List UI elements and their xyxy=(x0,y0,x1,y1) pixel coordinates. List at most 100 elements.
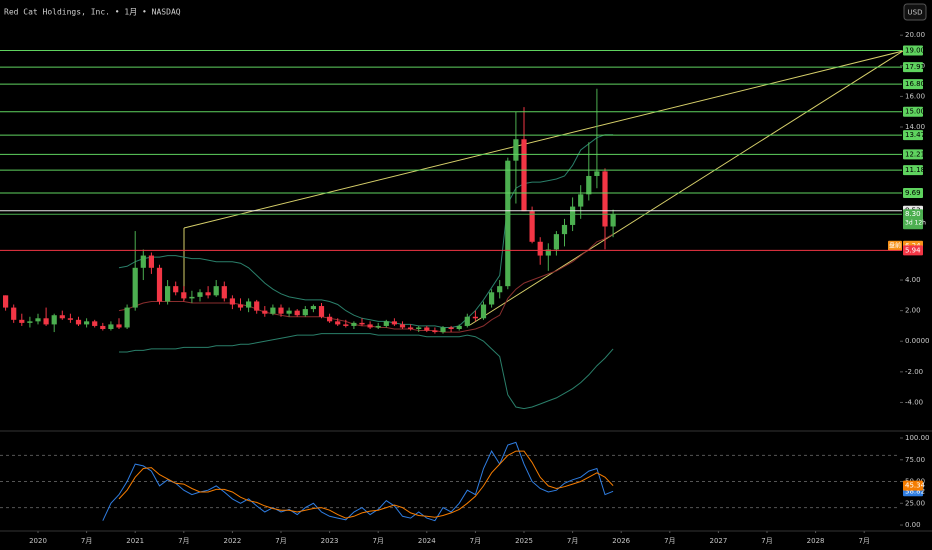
candle-body xyxy=(262,310,268,314)
x-tick-label: 2023 xyxy=(321,537,339,545)
x-tick-label: 2020 xyxy=(29,537,47,545)
candle-body xyxy=(229,298,235,305)
y-tick-label: 16.00 xyxy=(905,92,925,100)
price-level-label: 13.47 xyxy=(905,131,925,139)
indicator-line xyxy=(119,333,614,410)
indicator-line xyxy=(118,134,614,328)
last-value-box xyxy=(903,480,923,491)
x-tick-label: 2022 xyxy=(223,537,241,545)
candle-body xyxy=(432,330,438,333)
price-level-box xyxy=(903,149,923,160)
y-tick-label: -2.00 xyxy=(905,368,923,376)
candle-body xyxy=(189,296,195,299)
candle-body xyxy=(51,315,57,325)
y-tick-label: 75.00 xyxy=(905,456,925,464)
x-tick-label: 7月 xyxy=(567,537,578,545)
candle-body xyxy=(59,315,65,319)
y-tick-label: 25.00 xyxy=(905,499,925,507)
session-tag-label: 盘前 xyxy=(889,241,901,249)
candle-body xyxy=(586,175,592,195)
price-level-label: 16.80 xyxy=(905,80,925,88)
candle-body xyxy=(480,304,487,319)
candle-body xyxy=(302,309,308,316)
last-value-label: 45.34 xyxy=(905,482,926,490)
x-tick-label: 7月 xyxy=(81,537,92,545)
price-level-label: 19.00 xyxy=(905,46,925,54)
currency-button[interactable] xyxy=(903,3,927,21)
candle-body xyxy=(367,324,373,328)
x-tick-label: 7月 xyxy=(470,537,481,545)
price-level-label: 15.00 xyxy=(905,108,925,116)
candle-body xyxy=(472,316,478,319)
candle-body xyxy=(270,307,276,314)
candle-body xyxy=(213,286,219,296)
countdown-label: 3d 12h xyxy=(905,220,926,227)
candle-body xyxy=(237,304,244,308)
candle-body xyxy=(132,267,138,308)
candle-body xyxy=(602,171,608,227)
last-value-label: 38.82 xyxy=(905,487,925,495)
x-tick-label: 7月 xyxy=(275,537,286,545)
price-level-box xyxy=(903,245,923,256)
candle-body xyxy=(351,322,357,326)
y-tick-label: 20.00 xyxy=(905,31,925,39)
x-tick-label: 7月 xyxy=(664,537,675,545)
candle-body xyxy=(545,249,551,256)
currency-label[interactable]: USD xyxy=(908,9,923,17)
x-tick-label: 7月 xyxy=(178,537,189,545)
candle-body xyxy=(100,325,106,330)
y-tick-label: 14.00 xyxy=(905,123,925,131)
price-level-box xyxy=(903,209,923,230)
candle-body xyxy=(594,171,600,176)
candle-body xyxy=(610,214,616,227)
candle-body xyxy=(165,286,171,302)
candle-body xyxy=(148,255,154,268)
candle-body xyxy=(375,325,381,328)
price-level-box xyxy=(903,187,923,198)
candle-body xyxy=(116,324,122,328)
candle-body xyxy=(440,327,446,333)
candle-body xyxy=(221,286,227,299)
candle-body xyxy=(570,206,576,225)
price-level-label: 5.94 xyxy=(905,246,921,254)
x-tick-label: 2027 xyxy=(709,537,727,545)
candle-body xyxy=(246,301,252,308)
trend-line xyxy=(469,50,904,326)
candle-body xyxy=(416,327,422,330)
candle-body xyxy=(521,139,527,212)
candle-body xyxy=(529,211,535,242)
candle-body xyxy=(19,319,25,323)
candle-body xyxy=(181,292,187,299)
y-tick-label: 0.0000 xyxy=(905,337,930,345)
candle-body xyxy=(408,327,414,330)
candle-body xyxy=(67,318,73,320)
candle-body xyxy=(205,292,211,296)
candle-body xyxy=(27,321,33,323)
indicator-line xyxy=(118,233,614,333)
candle-body xyxy=(383,321,389,326)
candle-body xyxy=(343,324,349,326)
y-tick-label: 4.00 xyxy=(905,276,921,284)
indicator-line xyxy=(118,450,614,519)
x-tick-label: 2028 xyxy=(807,537,825,545)
price-level-label: 12.21 xyxy=(905,150,925,158)
candle-body xyxy=(254,301,260,311)
x-tick-label: 2024 xyxy=(418,537,436,545)
x-tick-label: 7月 xyxy=(372,537,383,545)
price-level-box xyxy=(903,130,923,141)
candle-body xyxy=(327,316,333,322)
candle-body xyxy=(553,234,559,250)
candle-body xyxy=(448,327,454,330)
session-tag xyxy=(888,240,902,251)
candle-body xyxy=(108,324,114,330)
price-level-box xyxy=(903,79,923,90)
y-tick-label: 100.00 xyxy=(905,434,930,442)
x-tick-label: 2026 xyxy=(612,537,630,545)
candle-body xyxy=(310,306,316,310)
x-tick-label: 7月 xyxy=(858,537,869,545)
y-tick-label: 0.00 xyxy=(905,521,921,529)
chart-title: Red Cat Holdings, Inc. • 1月 • NASDAQ xyxy=(4,8,181,17)
price-level-label: 11.18 xyxy=(905,166,925,174)
